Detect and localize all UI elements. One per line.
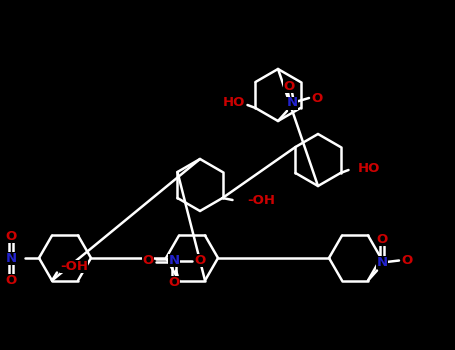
Text: O: O xyxy=(5,273,17,287)
Text: HO: HO xyxy=(222,97,245,110)
Text: -OH: -OH xyxy=(248,194,276,206)
Text: -OH: -OH xyxy=(60,260,88,273)
Text: O: O xyxy=(376,233,388,246)
Text: O: O xyxy=(168,276,180,289)
Text: N: N xyxy=(376,256,388,269)
Text: O: O xyxy=(283,79,295,92)
Text: HO: HO xyxy=(357,161,380,175)
Text: O: O xyxy=(142,254,154,267)
Text: N: N xyxy=(287,97,298,110)
Text: O: O xyxy=(5,230,17,243)
Text: O: O xyxy=(194,254,206,267)
Text: N: N xyxy=(168,254,180,267)
Text: O: O xyxy=(311,91,323,105)
Text: N: N xyxy=(5,252,16,265)
Text: O: O xyxy=(401,254,413,267)
